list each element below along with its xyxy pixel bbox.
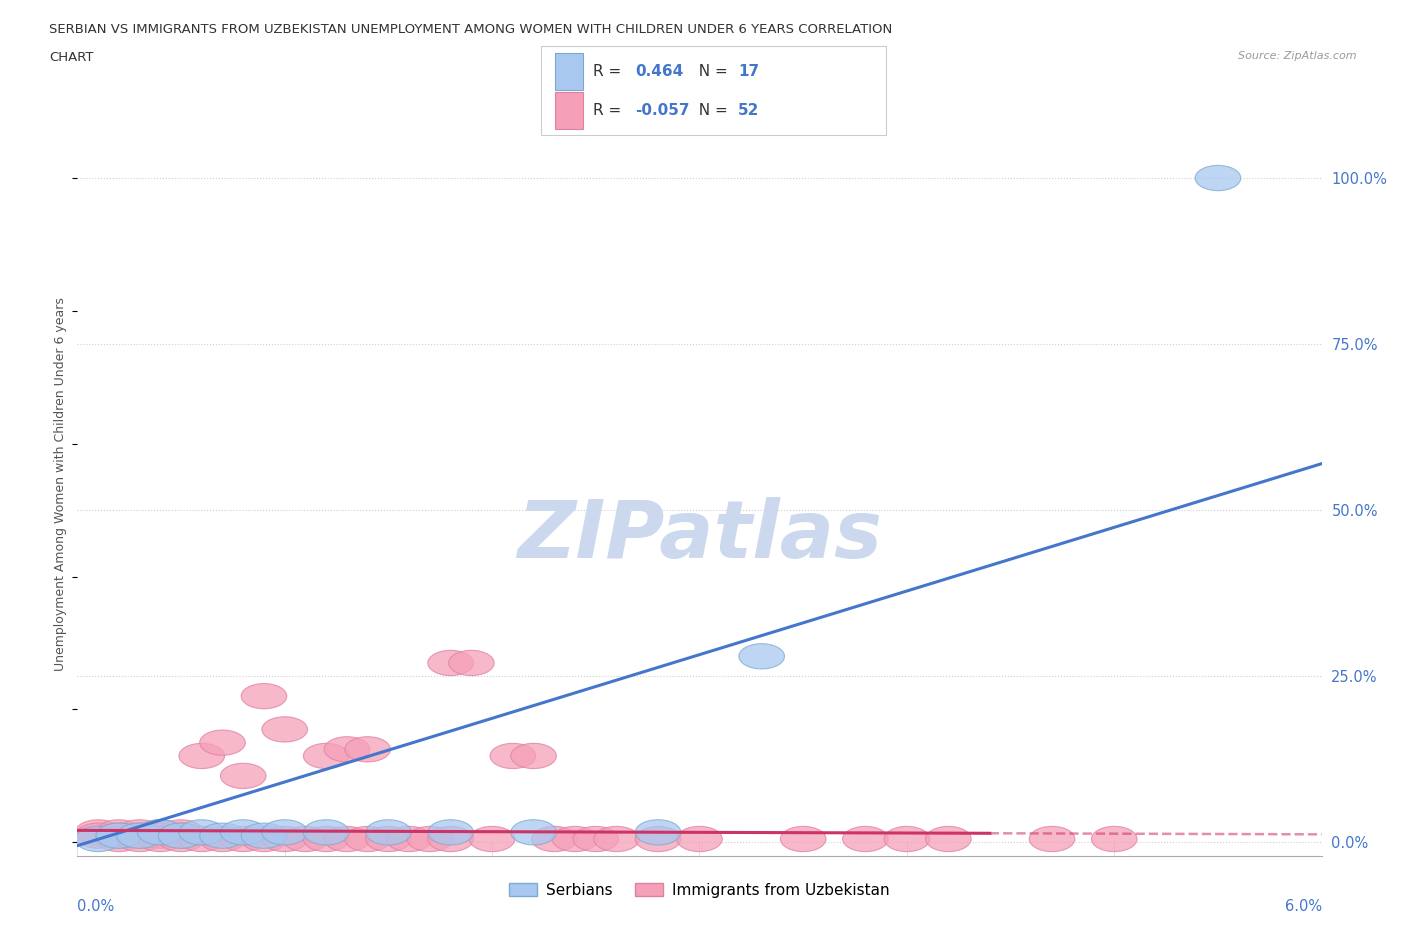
Ellipse shape xyxy=(304,827,349,852)
Text: 0.464: 0.464 xyxy=(636,64,683,79)
Ellipse shape xyxy=(366,827,411,852)
Ellipse shape xyxy=(262,827,308,852)
Ellipse shape xyxy=(636,827,681,852)
Text: ZIPatlas: ZIPatlas xyxy=(517,497,882,575)
Ellipse shape xyxy=(76,827,121,852)
Y-axis label: Unemployment Among Women with Children Under 6 years: Unemployment Among Women with Children U… xyxy=(53,297,67,671)
Ellipse shape xyxy=(242,823,287,848)
Ellipse shape xyxy=(221,819,266,845)
Ellipse shape xyxy=(427,827,474,852)
Text: 6.0%: 6.0% xyxy=(1285,898,1322,914)
Ellipse shape xyxy=(117,823,162,848)
Ellipse shape xyxy=(159,827,204,852)
Ellipse shape xyxy=(200,730,245,755)
Ellipse shape xyxy=(780,827,825,852)
Ellipse shape xyxy=(262,819,308,845)
Ellipse shape xyxy=(1195,166,1240,191)
Ellipse shape xyxy=(344,827,391,852)
Ellipse shape xyxy=(593,827,640,852)
Text: N =: N = xyxy=(689,102,733,117)
Ellipse shape xyxy=(366,819,411,845)
Ellipse shape xyxy=(200,823,245,848)
Ellipse shape xyxy=(325,737,370,762)
Ellipse shape xyxy=(159,823,204,848)
Ellipse shape xyxy=(96,823,142,848)
Ellipse shape xyxy=(740,644,785,669)
Ellipse shape xyxy=(510,819,557,845)
Text: CHART: CHART xyxy=(49,51,94,64)
Ellipse shape xyxy=(1029,827,1074,852)
Ellipse shape xyxy=(117,823,162,848)
Text: SERBIAN VS IMMIGRANTS FROM UZBEKISTAN UNEMPLOYMENT AMONG WOMEN WITH CHILDREN UND: SERBIAN VS IMMIGRANTS FROM UZBEKISTAN UN… xyxy=(49,23,893,36)
Ellipse shape xyxy=(470,827,515,852)
Ellipse shape xyxy=(159,819,204,845)
Ellipse shape xyxy=(138,819,183,845)
Ellipse shape xyxy=(427,650,474,675)
Ellipse shape xyxy=(159,823,204,848)
Text: R =: R = xyxy=(593,64,627,79)
Ellipse shape xyxy=(179,743,225,768)
Ellipse shape xyxy=(221,827,266,852)
Ellipse shape xyxy=(76,823,121,848)
Ellipse shape xyxy=(96,819,142,845)
Ellipse shape xyxy=(200,827,245,852)
Ellipse shape xyxy=(96,823,142,848)
Ellipse shape xyxy=(510,743,557,768)
Ellipse shape xyxy=(117,819,162,845)
Text: Source: ZipAtlas.com: Source: ZipAtlas.com xyxy=(1239,51,1357,61)
Ellipse shape xyxy=(344,737,391,762)
Ellipse shape xyxy=(96,827,142,852)
Ellipse shape xyxy=(179,819,225,845)
Ellipse shape xyxy=(138,823,183,848)
Ellipse shape xyxy=(676,827,723,852)
Ellipse shape xyxy=(283,827,328,852)
Ellipse shape xyxy=(325,827,370,852)
Ellipse shape xyxy=(531,827,576,852)
Ellipse shape xyxy=(636,819,681,845)
Ellipse shape xyxy=(138,827,183,852)
Ellipse shape xyxy=(884,827,929,852)
Ellipse shape xyxy=(117,827,162,852)
Text: 17: 17 xyxy=(738,64,759,79)
Ellipse shape xyxy=(242,827,287,852)
Ellipse shape xyxy=(574,827,619,852)
Ellipse shape xyxy=(221,764,266,789)
Ellipse shape xyxy=(304,819,349,845)
Ellipse shape xyxy=(304,743,349,768)
Ellipse shape xyxy=(242,684,287,709)
Text: -0.057: -0.057 xyxy=(636,102,690,117)
Ellipse shape xyxy=(76,819,121,845)
Ellipse shape xyxy=(262,717,308,742)
Ellipse shape xyxy=(1091,827,1137,852)
Ellipse shape xyxy=(138,819,183,845)
Ellipse shape xyxy=(842,827,889,852)
Ellipse shape xyxy=(408,827,453,852)
Ellipse shape xyxy=(427,819,474,845)
Ellipse shape xyxy=(179,827,225,852)
Text: 52: 52 xyxy=(738,102,759,117)
Text: R =: R = xyxy=(593,102,627,117)
Ellipse shape xyxy=(491,743,536,768)
Ellipse shape xyxy=(553,827,598,852)
Text: N =: N = xyxy=(689,64,733,79)
Text: 0.0%: 0.0% xyxy=(77,898,114,914)
Ellipse shape xyxy=(449,650,494,675)
Ellipse shape xyxy=(925,827,972,852)
Ellipse shape xyxy=(387,827,432,852)
Legend: Serbians, Immigrants from Uzbekistan: Serbians, Immigrants from Uzbekistan xyxy=(503,876,896,904)
